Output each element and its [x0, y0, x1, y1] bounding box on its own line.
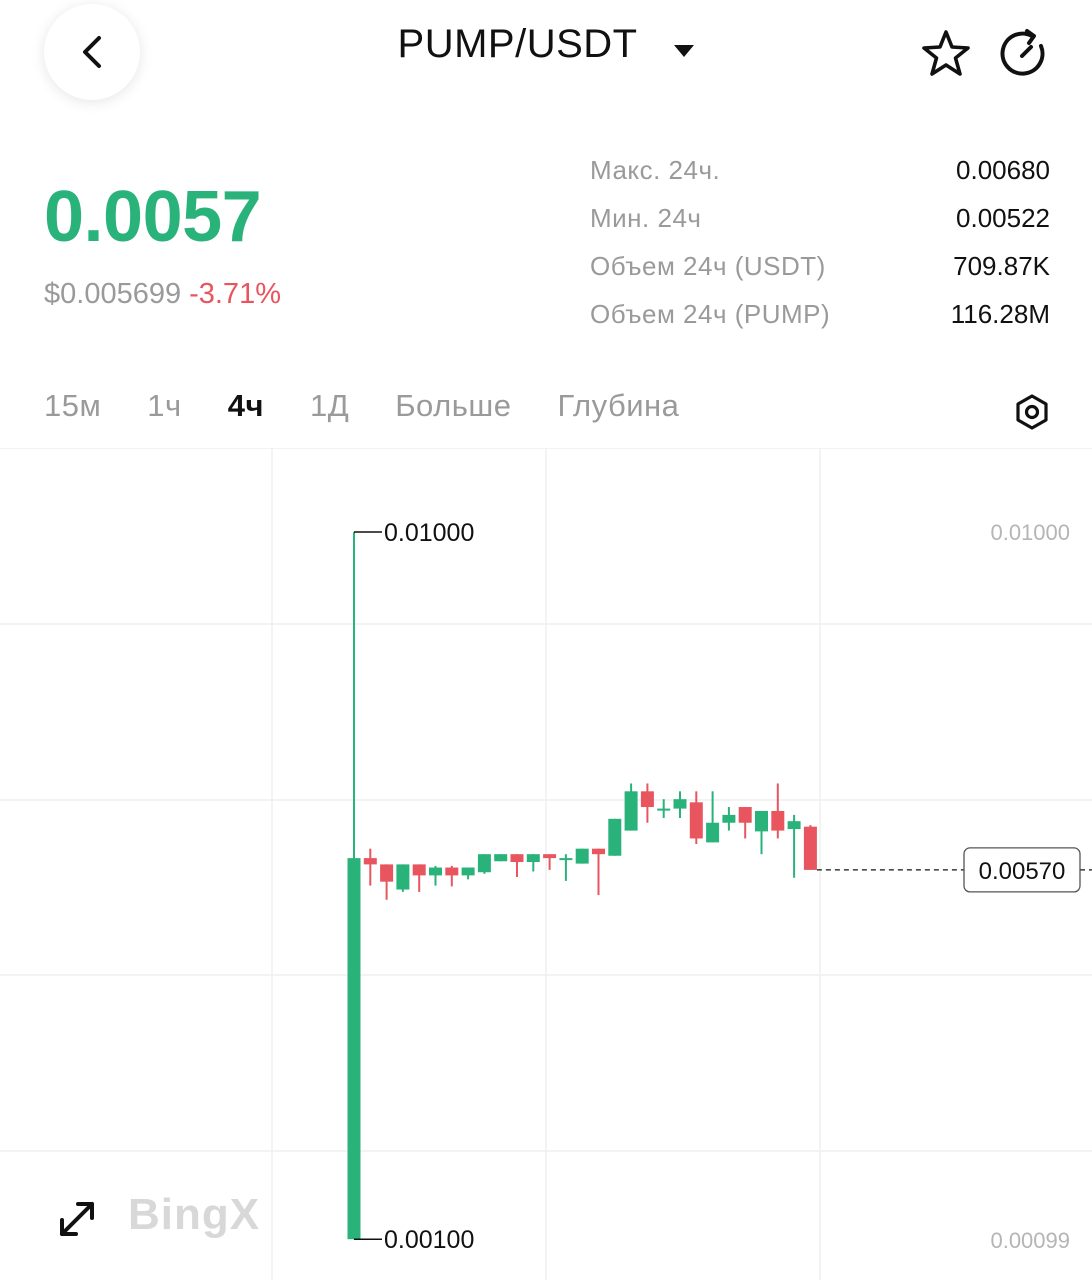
candle-body: [461, 867, 475, 876]
candle-body: [477, 854, 491, 873]
chart-settings-button[interactable]: [1010, 390, 1054, 434]
candle-body: [592, 848, 605, 855]
stats-panel: Макс. 24ч. 0.00680 Мин. 24ч 0.00522 Объе…: [590, 146, 1050, 338]
favorite-button[interactable]: [920, 28, 972, 80]
candle-body: [363, 858, 377, 865]
candle-body: [803, 826, 817, 870]
candle-body: [412, 864, 426, 876]
stat-row-high: Макс. 24ч. 0.00680: [590, 146, 1050, 194]
candle-body: [526, 854, 540, 863]
candle-body: [347, 858, 361, 1240]
max-price-label: 0.01000: [384, 519, 474, 547]
candle-body: [640, 791, 654, 808]
candlestick-chart[interactable]: 0.01000 0.00100 0.01000 0.00099 0.00570: [0, 448, 1092, 1280]
candle-body: [689, 802, 703, 839]
axis-label-bottom: 0.00099: [990, 1228, 1070, 1253]
candle-body: [673, 799, 687, 809]
tab-1d[interactable]: 1Д: [309, 388, 350, 423]
price-chart[interactable]: 0.01000 0.00100 0.01000 0.00099 0.00570: [0, 448, 1092, 1280]
chevron-left-icon: [83, 36, 101, 68]
candle-body: [738, 807, 752, 823]
price-change: -3.71%: [189, 278, 281, 310]
candle-body: [429, 867, 442, 876]
candle-body: [445, 867, 459, 876]
back-button[interactable]: [44, 4, 140, 100]
candle-body: [494, 854, 508, 862]
candle-body: [543, 854, 557, 859]
fullscreen-button[interactable]: [54, 1196, 100, 1242]
last-price: 0.0057: [44, 177, 262, 257]
stat-row-low: Мин. 24ч 0.00522: [590, 194, 1050, 242]
candle-body: [575, 848, 589, 864]
star-icon: [922, 30, 970, 76]
candle-body: [624, 791, 638, 831]
refresh-icon: [1000, 29, 1045, 76]
candle-body: [722, 814, 736, 823]
tab-depth[interactable]: Глубина: [557, 388, 680, 423]
candle-body: [510, 854, 524, 863]
stat-value: 0.00680: [956, 154, 1050, 185]
candle-body: [657, 808, 671, 811]
stat-value: 0.00522: [956, 202, 1050, 233]
pair-title: PUMP/USDT: [397, 22, 637, 66]
current-price-label: 0.00570: [979, 858, 1066, 885]
stat-label: Макс. 24ч.: [590, 154, 721, 185]
stat-value: 116.28M: [950, 298, 1050, 329]
stat-label: Объем 24ч (USDT): [590, 250, 826, 281]
tab-more[interactable]: Больше: [395, 388, 512, 423]
caret-down-icon: [674, 24, 695, 69]
stat-row-volume-pump: Объем 24ч (PUMP) 116.28M: [590, 290, 1050, 338]
candle-body: [706, 822, 720, 843]
current-price-tag: [963, 847, 1081, 893]
candle-body: [608, 818, 622, 856]
settings-icon: [1016, 394, 1048, 430]
candle-body: [755, 810, 768, 832]
pair-selector[interactable]: PUMP/USDT: [0, 22, 1092, 69]
candle-body: [559, 858, 573, 861]
axis-label-top: 0.01000: [990, 520, 1070, 545]
candle-body: [396, 864, 410, 890]
candle-body: [380, 864, 394, 882]
interval-tabs: 15м 1ч 4ч 1Д Больше Глубина: [44, 388, 725, 438]
tab-4h[interactable]: 4ч: [227, 388, 264, 423]
candle-body: [787, 821, 801, 830]
stat-row-volume-usdt: Объем 24ч (USDT) 709.87K: [590, 242, 1050, 290]
stat-label: Объем 24ч (PUMP): [590, 298, 831, 329]
brand-logo: BingX: [128, 1190, 261, 1239]
stat-label: Мин. 24ч: [590, 202, 702, 233]
stat-value: 709.87K: [953, 250, 1050, 281]
expand-icon: [60, 1202, 94, 1236]
candle-body: [771, 810, 785, 831]
tab-15m[interactable]: 15м: [44, 388, 102, 423]
refresh-button[interactable]: [996, 26, 1052, 82]
tab-1h[interactable]: 1ч: [147, 388, 182, 423]
min-price-label: 0.00100: [384, 1226, 474, 1254]
price-usd-line: $0.005699 -3.71%: [44, 278, 281, 311]
price-usd: $0.005699: [44, 278, 182, 310]
